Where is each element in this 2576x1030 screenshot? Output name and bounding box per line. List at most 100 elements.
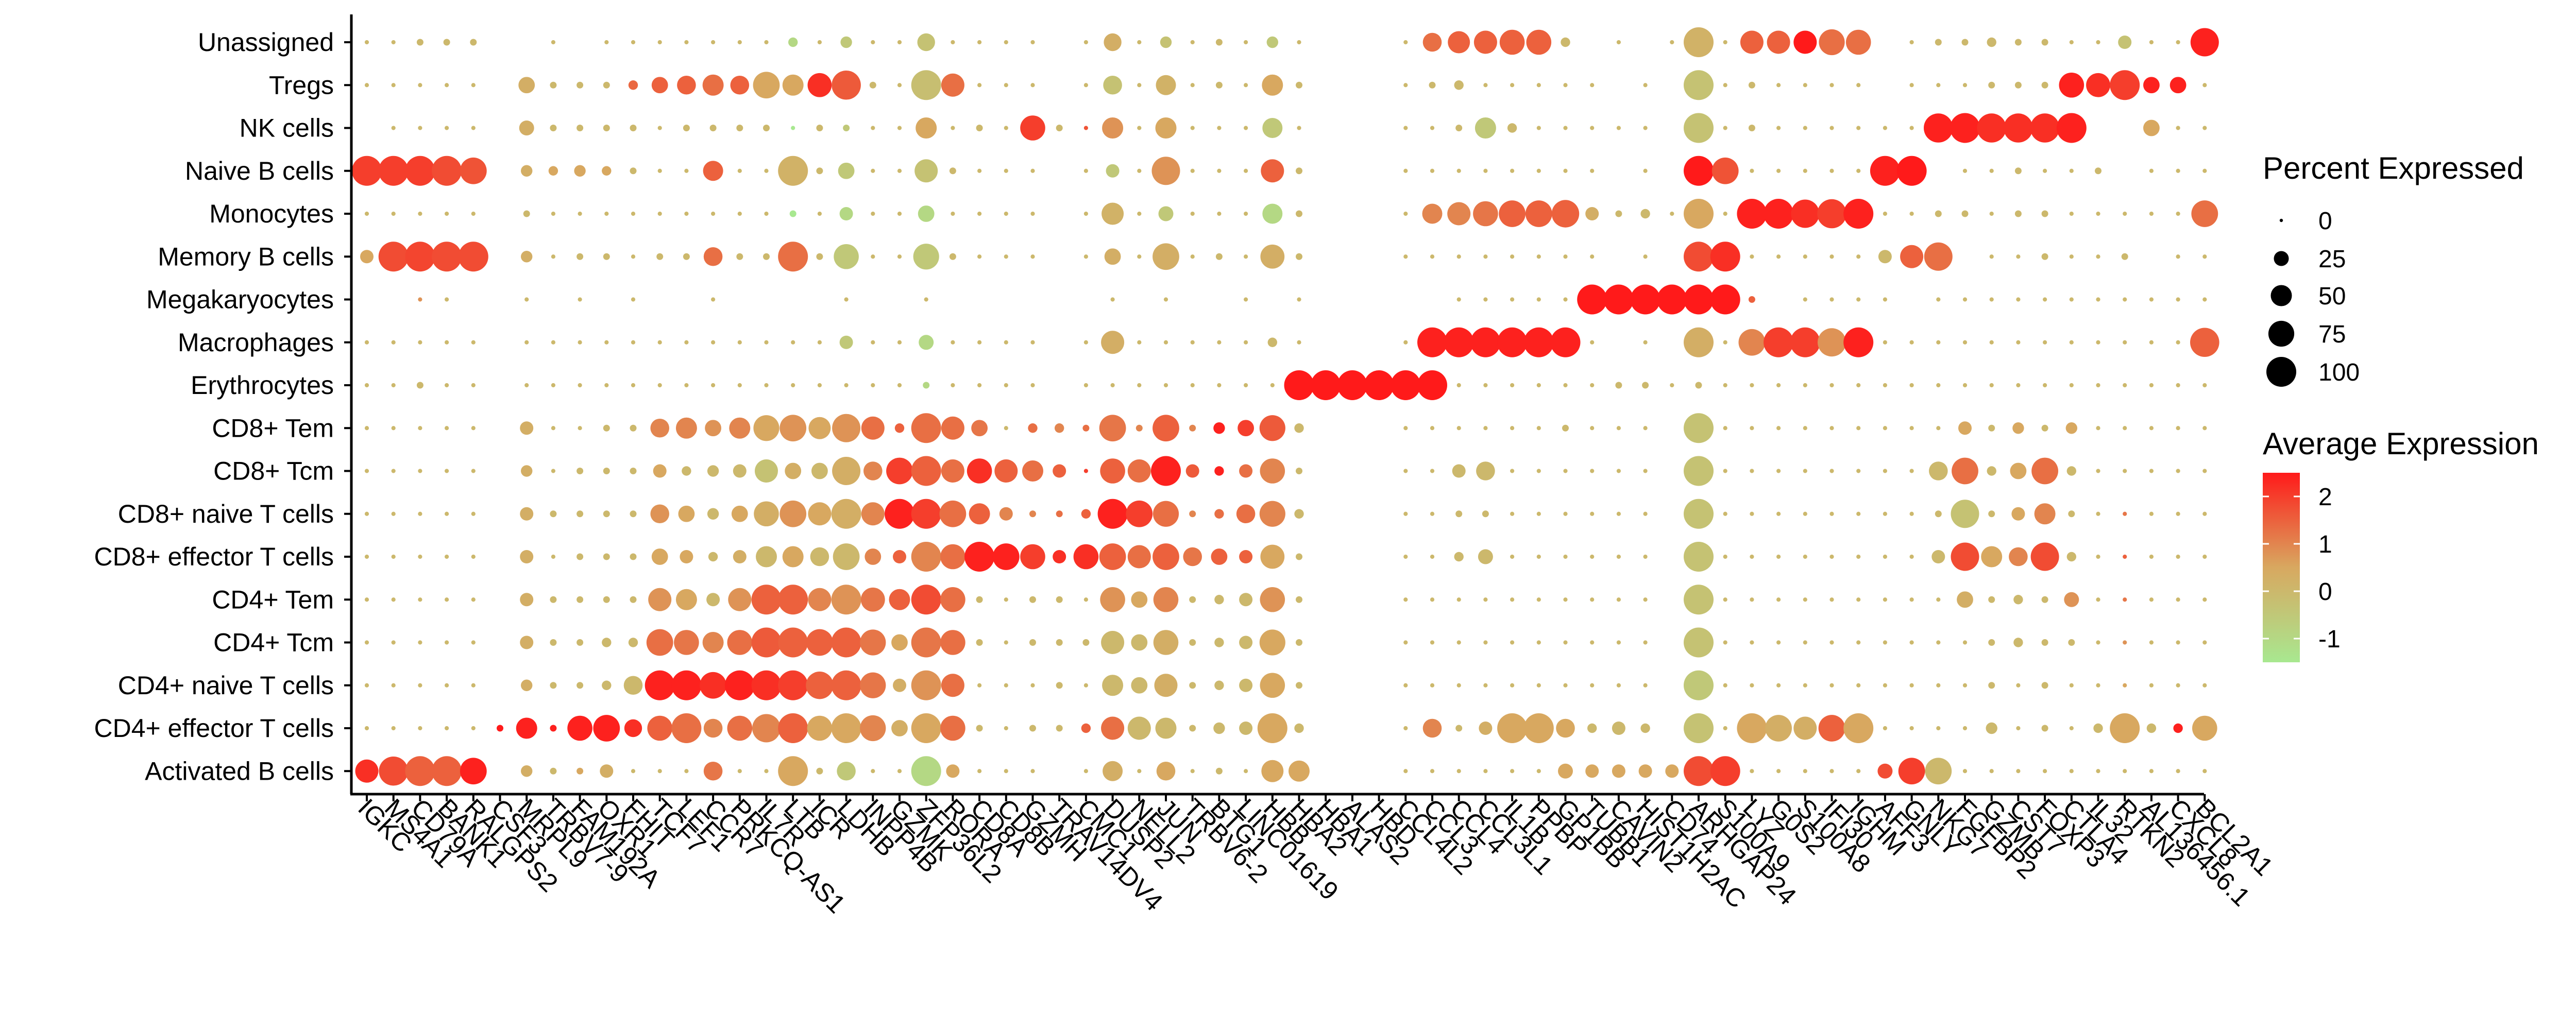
- dot: [378, 242, 409, 272]
- dot: [2004, 113, 2033, 143]
- dot: [1417, 370, 1447, 400]
- dot: [2043, 168, 2047, 173]
- dot: [391, 340, 396, 345]
- dot: [1563, 597, 1568, 602]
- dot: [1156, 75, 1176, 95]
- dot: [551, 469, 555, 473]
- dot: [811, 462, 828, 479]
- dot: [1710, 284, 1740, 315]
- dot: [1239, 464, 1253, 478]
- dot: [657, 340, 662, 345]
- dot: [1829, 254, 1834, 259]
- dot: [1961, 210, 1969, 217]
- dot: [1444, 327, 1474, 357]
- dot: [728, 588, 752, 611]
- dot: [764, 769, 769, 774]
- dot: [445, 554, 449, 559]
- dot: [1455, 125, 1463, 131]
- dot: [1262, 74, 1283, 96]
- dot: [624, 719, 642, 737]
- dot: [577, 510, 584, 518]
- dot: [675, 589, 697, 610]
- dot: [391, 83, 396, 88]
- dot: [1030, 769, 1035, 774]
- dot: [2191, 200, 2218, 227]
- dot: [574, 165, 586, 177]
- dot: [1909, 126, 1914, 130]
- dot: [2014, 39, 2022, 46]
- dot: [1296, 210, 1302, 217]
- dot: [1137, 211, 1142, 216]
- dot: [705, 420, 721, 437]
- dot: [1183, 547, 1202, 566]
- dot: [2043, 383, 2047, 388]
- dot: [1643, 554, 1648, 559]
- dot: [2065, 422, 2077, 434]
- color-legend-label: -1: [2318, 626, 2341, 653]
- dot: [445, 211, 449, 216]
- dot: [871, 383, 875, 388]
- dot: [647, 715, 672, 741]
- dot: [911, 456, 941, 486]
- dot: [1456, 383, 1461, 388]
- dot: [869, 81, 876, 89]
- dot: [840, 36, 852, 48]
- dot: [1856, 126, 1861, 130]
- dot: [711, 40, 716, 45]
- dot: [1073, 544, 1099, 570]
- dot: [1055, 423, 1064, 433]
- dot: [1896, 156, 1927, 186]
- color-legend-label: 0: [2318, 578, 2332, 606]
- dot: [1262, 118, 1283, 138]
- y-tick-label: CD8+ Tcm: [213, 457, 334, 486]
- dot: [1456, 426, 1461, 431]
- dot: [1454, 80, 1464, 90]
- dot: [1083, 469, 1088, 473]
- dot: [1510, 683, 1515, 688]
- dot: [702, 632, 724, 653]
- dot: [727, 630, 753, 655]
- dot: [1986, 722, 1997, 734]
- dot: [1684, 113, 1714, 143]
- dot: [648, 588, 672, 611]
- dot: [861, 502, 885, 526]
- dot: [1877, 763, 1893, 779]
- dot: [1244, 254, 1248, 259]
- dot: [753, 415, 779, 441]
- dot: [764, 40, 769, 45]
- dot: [779, 500, 807, 527]
- dot: [940, 715, 965, 741]
- dot: [1510, 469, 1515, 473]
- dot: [1189, 682, 1196, 689]
- dot: [551, 40, 555, 45]
- dot: [1909, 640, 1914, 645]
- dot: [1153, 543, 1179, 570]
- dot: [2068, 639, 2075, 646]
- dot: [1723, 426, 1727, 431]
- dot: [924, 297, 928, 302]
- dot: [1455, 510, 1463, 518]
- dot: [911, 542, 941, 572]
- dot: [1260, 244, 1285, 269]
- dot: [1750, 511, 1754, 516]
- dot: [1684, 27, 1714, 57]
- dot: [778, 756, 808, 786]
- dot: [1215, 81, 1223, 89]
- dot: [1909, 340, 1914, 345]
- dot: [2043, 297, 2047, 302]
- dot: [471, 726, 476, 731]
- dot: [2202, 511, 2207, 516]
- dot: [1989, 254, 1994, 259]
- dot: [1723, 40, 1727, 45]
- dot: [763, 253, 770, 260]
- dot: [1296, 81, 1302, 89]
- dot: [1723, 469, 1727, 473]
- dot: [1935, 510, 1942, 518]
- dot: [1723, 554, 1727, 559]
- dot: [578, 297, 582, 302]
- dot: [602, 166, 612, 176]
- dot: [1776, 83, 1781, 88]
- dot: [1030, 168, 1035, 173]
- dot: [2202, 126, 2207, 130]
- size-legend-label: 75: [2318, 321, 2346, 348]
